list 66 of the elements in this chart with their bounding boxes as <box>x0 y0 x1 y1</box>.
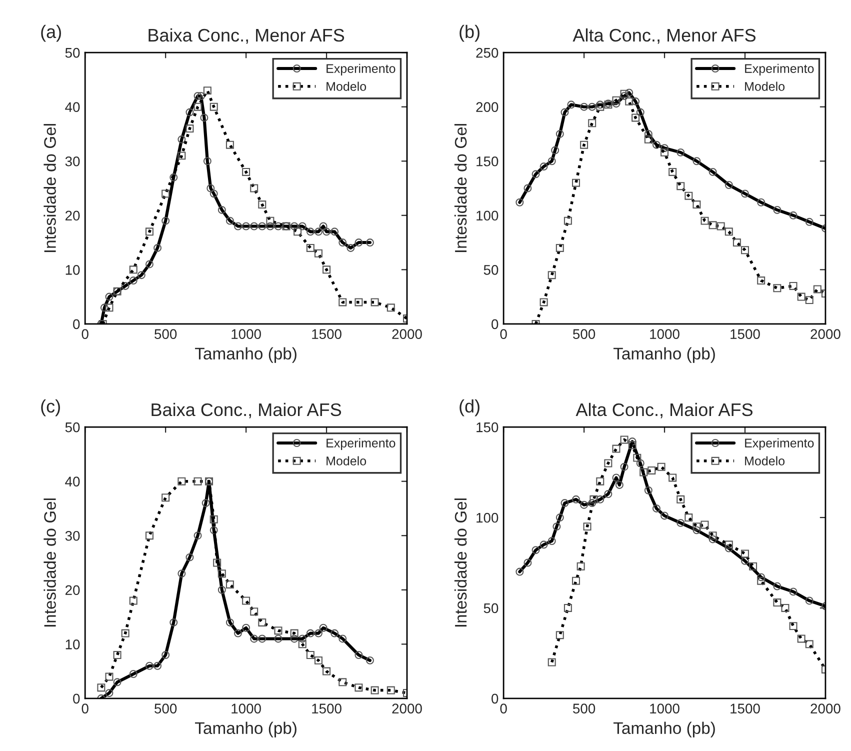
y-axis-title: Intesidade do Gel <box>44 124 56 252</box>
chart-title: Baixa Conc., Menor AFS <box>148 28 344 44</box>
x-axis-title: Tamanho (pb) <box>613 722 715 738</box>
y-tick-label: 50 <box>484 265 498 275</box>
x-tick-label: 1500 <box>730 704 760 714</box>
y-tick-label: 150 <box>476 156 498 166</box>
y-tick-label: 50 <box>484 603 498 614</box>
x-tick-label: 500 <box>154 704 177 714</box>
y-tick-label: 200 <box>476 102 498 112</box>
legend-label: Experimento <box>745 64 814 76</box>
y-tick-label: 30 <box>65 156 80 166</box>
x-tick-label: 0 <box>82 704 88 714</box>
legend-label: Experimento <box>326 64 396 76</box>
x-tick-label: 1000 <box>232 329 261 340</box>
x-tick-label: 1000 <box>232 704 261 714</box>
chart-title: Alta Conc., Maior AFS <box>576 402 752 418</box>
y-tick-label: 0 <box>73 319 80 330</box>
y-tick-label: 20 <box>65 210 80 221</box>
y-tick-label: 10 <box>66 639 80 650</box>
x-tick-label: 1500 <box>730 329 760 340</box>
y-tick-label: 0 <box>492 319 498 330</box>
y-tick-label: 40 <box>65 102 80 112</box>
legend-label: Modelo <box>326 456 366 466</box>
x-tick-label: 2000 <box>392 329 422 340</box>
x-tick-label: 1500 <box>312 329 342 340</box>
x-tick-label: 500 <box>154 329 177 340</box>
x-tick-label: 500 <box>573 329 596 340</box>
text: (b) <box>460 24 480 42</box>
y-tick-label: 100 <box>476 210 498 221</box>
chart-title: Baixa Conc., Maior AFS <box>152 402 342 418</box>
x-axis-title: Tamanho (pb) <box>613 347 715 363</box>
legend-label: Modelo <box>326 82 366 91</box>
y-tick-label: 0 <box>73 694 80 704</box>
y-tick-label: 250 <box>476 48 498 58</box>
text: (d) <box>460 399 480 416</box>
y-tick-label: 100 <box>476 512 498 523</box>
y-tick-label: 50 <box>65 422 80 432</box>
x-tick-label: 0 <box>500 704 507 714</box>
legend-label: Modelo <box>745 82 785 91</box>
legend-label: Experimento <box>745 438 814 450</box>
y-axis-title: Intesidade do Gel <box>44 498 56 627</box>
x-tick-label: 0 <box>500 329 507 340</box>
chart-title: Alta Conc., Menor AFS <box>572 28 756 44</box>
x-tick-label: 500 <box>573 704 596 714</box>
y-tick-label: 20 <box>65 585 80 596</box>
text: (a) <box>41 24 61 42</box>
y-tick-label: 10 <box>66 265 80 275</box>
x-axis-title: Tamanho (pb) <box>195 347 296 363</box>
y-tick-label: 150 <box>476 422 498 432</box>
y-tick-label: 40 <box>65 476 80 487</box>
y-tick-label: 50 <box>65 48 80 58</box>
y-tick-label: 30 <box>65 530 80 541</box>
x-tick-label: 2000 <box>810 704 840 714</box>
y-tick-label: 0 <box>492 694 498 704</box>
x-tick-label: 2000 <box>810 329 840 340</box>
x-tick-label: 0 <box>82 329 88 340</box>
text: (c) <box>41 399 60 416</box>
x-axis-title: Tamanho (pb) <box>195 722 296 738</box>
x-tick-label: 1500 <box>312 704 342 714</box>
y-axis-title: Intesidade do Gel <box>454 498 467 627</box>
x-tick-label: 1000 <box>650 329 680 340</box>
x-tick-label: 1000 <box>650 704 680 714</box>
y-axis-title: Intesidade do Gel <box>454 124 467 252</box>
legend-label: Experimento <box>326 438 396 450</box>
x-tick-label: 2000 <box>392 704 422 714</box>
legend-label: Modelo <box>745 456 785 466</box>
